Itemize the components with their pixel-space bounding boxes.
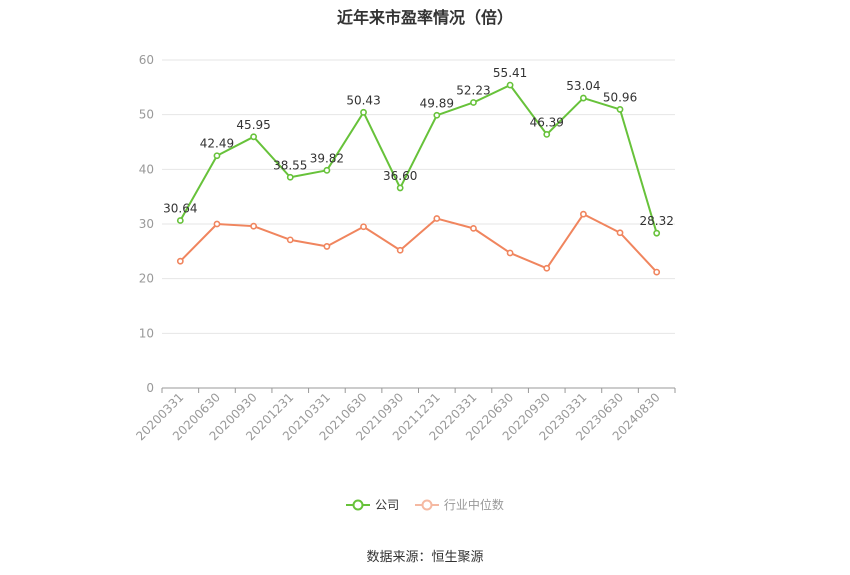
y-tick-label: 10 — [139, 326, 154, 340]
data-source: 数据来源：恒生聚源 — [366, 550, 484, 565]
data-label: 30.64 — [163, 202, 197, 216]
data-point — [506, 81, 514, 89]
y-tick-label: 60 — [139, 53, 154, 67]
data-point — [176, 257, 184, 265]
data-point — [396, 246, 404, 254]
legend-label-company: 公司 — [375, 498, 400, 512]
y-tick-label: 0 — [146, 381, 154, 395]
data-label: 52.23 — [456, 83, 490, 97]
data-label: 55.41 — [493, 66, 527, 80]
data-point — [286, 173, 294, 181]
data-point — [323, 243, 331, 250]
data-point — [396, 184, 404, 192]
legend-item-industry-median[interactable]: 行业中位数 — [414, 496, 504, 513]
data-point — [579, 210, 587, 218]
y-tick-label: 20 — [139, 272, 154, 286]
data-point — [360, 108, 367, 116]
data-point — [250, 222, 258, 230]
data-point — [176, 217, 184, 224]
data-point — [286, 236, 294, 244]
data-label: 45.95 — [236, 118, 270, 132]
data-point — [543, 131, 551, 138]
data-point — [616, 106, 624, 113]
y-tick-label: 40 — [139, 162, 154, 176]
data-label: 36.60 — [383, 169, 417, 183]
data-label: 42.49 — [200, 137, 234, 151]
data-label: 46.39 — [530, 115, 564, 129]
data-label: 50.43 — [346, 93, 380, 107]
legend-label-industry-median: 行业中位数 — [443, 498, 504, 512]
data-point — [323, 166, 331, 174]
data-point — [506, 249, 514, 257]
data-point — [579, 94, 587, 102]
series-layer — [176, 81, 661, 276]
y-tick-label: 30 — [139, 217, 154, 231]
data-label: 53.04 — [566, 79, 600, 93]
data-label: 50.96 — [603, 90, 637, 104]
series-line-1 — [179, 213, 658, 273]
data-label: 38.55 — [273, 158, 307, 172]
data-point — [360, 223, 367, 231]
legend-marker-company — [346, 499, 371, 510]
data-point — [213, 220, 221, 228]
data-point — [653, 229, 661, 237]
data-point — [250, 133, 258, 141]
legend-item-company[interactable]: 公司 — [346, 496, 399, 513]
data-point — [543, 264, 551, 272]
data-point — [470, 224, 477, 232]
data-point — [616, 229, 624, 237]
data-point — [653, 268, 661, 276]
chart-title: 近年来市盈率情况（倍） — [336, 8, 513, 27]
axes: 0102030405060202003312020063020200930202… — [133, 53, 676, 443]
grid-lines — [162, 59, 675, 334]
legend: 公司 行业中位数 — [0, 496, 850, 514]
series-line-0 — [179, 84, 658, 234]
legend-marker-industry-median — [414, 499, 439, 510]
y-tick-label: 50 — [139, 108, 154, 122]
data-label: 49.89 — [420, 96, 454, 110]
data-point — [433, 111, 441, 119]
data-label: 39.82 — [310, 151, 344, 165]
data-point — [433, 215, 441, 222]
data-point — [470, 99, 477, 106]
data-label: 28.32 — [639, 214, 673, 228]
data-point — [213, 152, 221, 160]
